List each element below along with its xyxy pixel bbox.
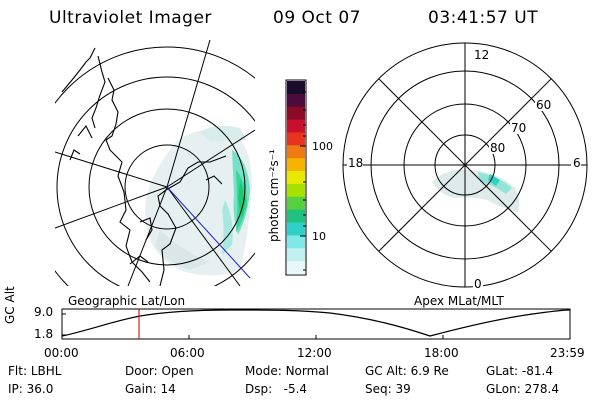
status-gain: Gain: 14 bbox=[125, 382, 176, 396]
status-door: Door: Open bbox=[125, 364, 194, 378]
colorbar-stripe bbox=[287, 158, 305, 172]
altitude-ylabel: GC Alt bbox=[3, 286, 17, 324]
xtick-0600: 06:00 bbox=[170, 346, 205, 360]
apex-polar-plot: 12 18 6 0 60 70 80 bbox=[342, 42, 588, 291]
mlat-label-60: 60 bbox=[536, 98, 551, 112]
mlt-label-0: 0 bbox=[474, 277, 482, 291]
colorbar-stripe bbox=[287, 222, 305, 236]
header-time: 03:41:57 UT bbox=[428, 8, 539, 28]
colorbar: 100 10 photon cm⁻²s⁻¹ bbox=[267, 79, 333, 276]
geographic-map bbox=[55, 40, 255, 286]
altitude-plot bbox=[61, 308, 571, 340]
geo-aurora-image bbox=[145, 125, 252, 276]
xtick-0000: 00:00 bbox=[44, 346, 79, 360]
status-dsp: Dsp: -5.4 bbox=[245, 382, 308, 396]
colorbar-stripe bbox=[287, 196, 305, 211]
status-glat: GLat: -81.4 bbox=[486, 364, 553, 378]
apex-panel-label: Apex MLat/MLT bbox=[414, 294, 504, 308]
xtick-1200: 12:00 bbox=[297, 346, 332, 360]
colorbar-tick-10: 10 bbox=[312, 230, 326, 243]
mlt-label-18: 18 bbox=[348, 156, 363, 170]
status-seq: Seq: 39 bbox=[365, 382, 411, 396]
colorbar-stripe bbox=[287, 171, 305, 185]
colorbar-stripe bbox=[287, 132, 305, 146]
colorbar-stripe bbox=[287, 106, 305, 121]
mlt-label-12: 12 bbox=[474, 48, 489, 62]
colorbar-stripe bbox=[287, 248, 305, 262]
colorbar-stripe bbox=[287, 235, 305, 249]
status-mode: Mode: Normal bbox=[245, 364, 329, 378]
colorbar-stripe bbox=[287, 81, 305, 95]
colorbar-stripe bbox=[287, 261, 305, 275]
status-ip: IP: 36.0 bbox=[8, 382, 54, 396]
colorbar-stripe bbox=[287, 145, 305, 159]
altitude-curve bbox=[61, 309, 571, 337]
colorbar-unit-label: photon cm⁻²s⁻¹ bbox=[267, 149, 281, 242]
status-glon: GLon: 278.4 bbox=[486, 382, 559, 396]
altitude-ytick-max: 9.0 bbox=[34, 305, 54, 319]
status-gc-alt: GC Alt: 6.9 Re bbox=[365, 364, 449, 378]
colorbar-stripe bbox=[287, 119, 305, 134]
mlat-label-70: 70 bbox=[511, 121, 526, 135]
geo-panel-label: Geographic Lat/Lon bbox=[68, 294, 186, 308]
xtick-1800: 18:00 bbox=[424, 346, 459, 360]
altitude-ytick-min: 1.8 bbox=[34, 327, 54, 341]
colorbar-stripe bbox=[287, 93, 305, 108]
xtick-2359: 23:59 bbox=[550, 346, 585, 360]
colorbar-tick-100: 100 bbox=[312, 140, 333, 153]
colorbar-stripe bbox=[287, 209, 305, 224]
colorbar-stripe bbox=[287, 183, 305, 198]
mlat-label-80: 80 bbox=[490, 141, 505, 155]
mlt-label-6: 6 bbox=[573, 156, 581, 170]
header-date: 09 Oct 07 bbox=[273, 8, 361, 28]
instrument-title: Ultraviolet Imager bbox=[49, 8, 212, 28]
status-flt: Flt: LBHL bbox=[8, 364, 62, 378]
